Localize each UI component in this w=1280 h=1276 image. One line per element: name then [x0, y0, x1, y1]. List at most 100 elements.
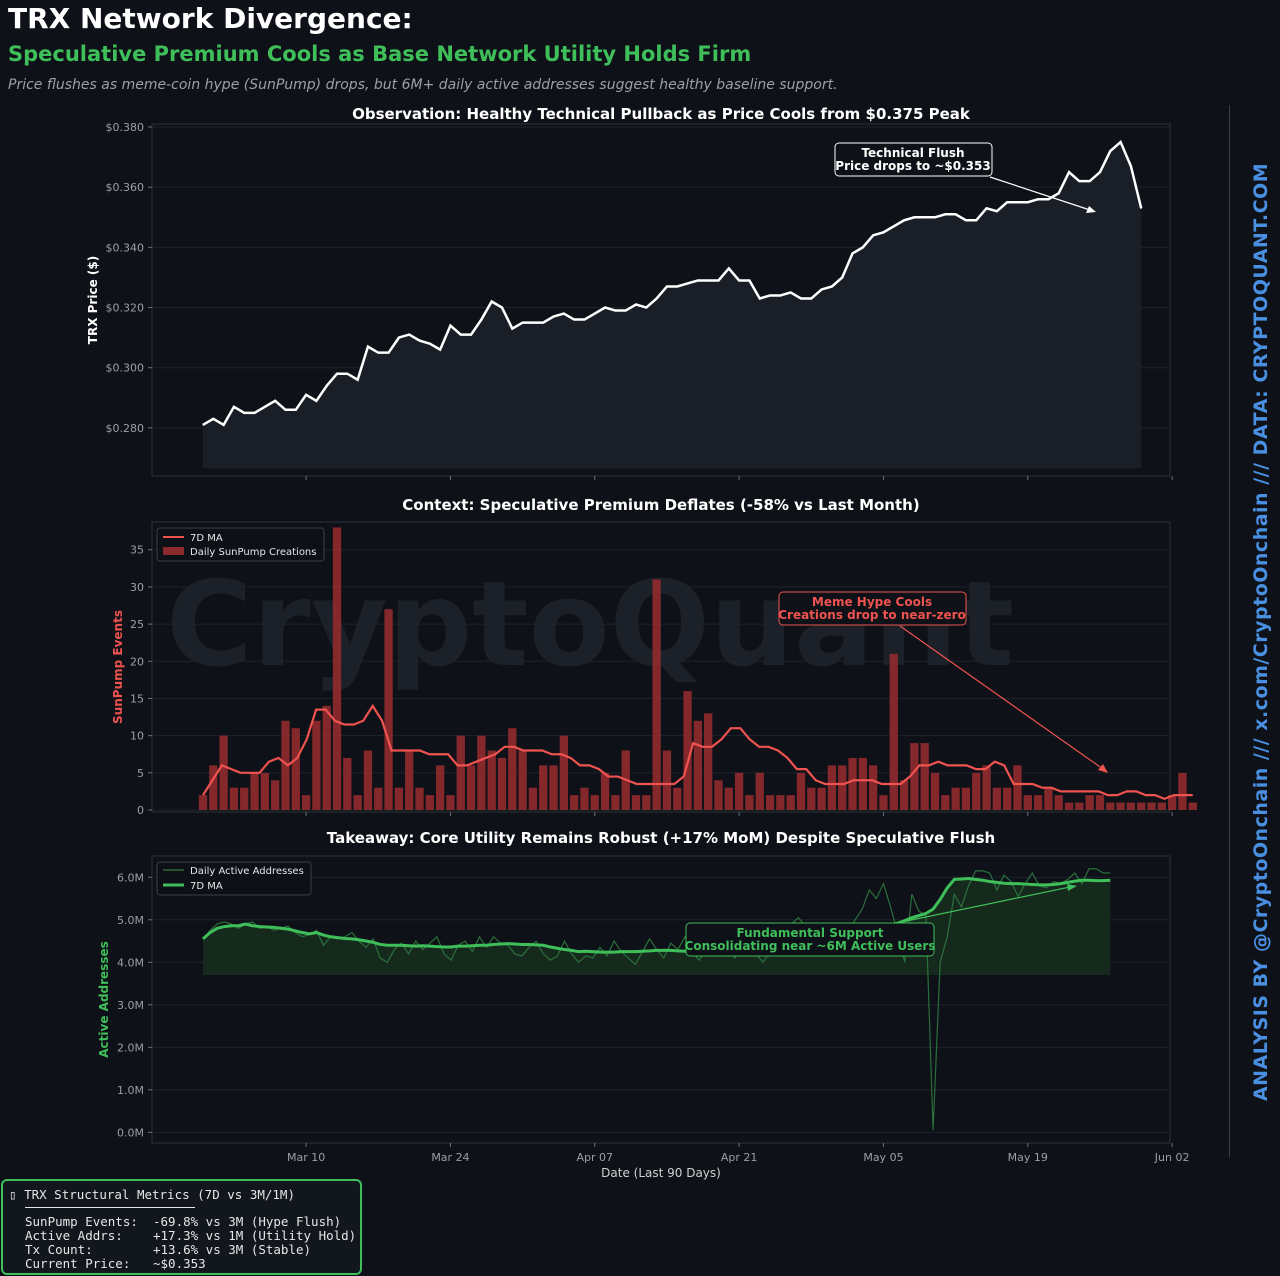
price-point [934, 216, 936, 218]
sunpump-bar [941, 795, 950, 810]
sunpump-bar [817, 787, 826, 810]
sidebar-divider [1229, 105, 1230, 1157]
y-tick-label: $0.280 [106, 422, 145, 435]
sunpump-bar [332, 527, 342, 810]
annotation-text: Consolidating near ~6M Active Users [685, 939, 936, 953]
sunpump-bar [384, 609, 393, 810]
legend-label: 7D MA [190, 881, 223, 892]
x-tick-label: Mar 10 [287, 1151, 325, 1164]
price-point [264, 406, 266, 408]
sunpump-bar [405, 750, 414, 810]
x-tick-label: May 19 [1008, 1151, 1048, 1164]
sunpump-bar [1116, 802, 1125, 810]
x-tick-label: Apr 07 [577, 1151, 614, 1164]
price-point [532, 321, 534, 324]
price-point [800, 297, 802, 300]
sunpump-bar [1157, 802, 1166, 810]
sunpump-bar [1033, 795, 1043, 810]
legend-box [156, 861, 312, 896]
sunpump-bar [807, 787, 816, 810]
y-tick-label: $0.300 [106, 362, 145, 375]
sunpump-bar [879, 795, 888, 810]
sunpump-bar [394, 787, 404, 810]
sunpump-bar [1013, 765, 1022, 810]
price-point [336, 373, 338, 375]
price-point [1109, 150, 1111, 152]
price-point [614, 309, 617, 312]
sunpump-bar [374, 787, 383, 810]
metric-value: +17.3% vs 1M (Utility Hold) [153, 1228, 357, 1243]
price-point [717, 279, 720, 282]
metric-label: Current Price: [25, 1256, 131, 1271]
price-point [821, 288, 823, 291]
y-tick-label: 15 [130, 692, 144, 705]
annotation-arrow [899, 625, 1104, 770]
price-line [202, 139, 1143, 427]
sunpump-bar [1054, 795, 1063, 810]
sunpump-bar [889, 653, 898, 810]
sunpump-bar [910, 743, 919, 810]
price-point [975, 219, 977, 221]
sunpump-bar [920, 743, 929, 810]
sunpump-bar [1106, 802, 1115, 810]
price-point [202, 424, 204, 426]
price-point [563, 312, 565, 315]
price-point [882, 231, 885, 233]
sunpump-bar [662, 750, 672, 810]
price-point [955, 213, 957, 215]
sunpump-bar [673, 787, 682, 810]
sunpump-bar [1137, 802, 1146, 810]
active-area-fill [203, 878, 1111, 976]
price-point [522, 321, 524, 324]
y-tick-label: 1.0M [117, 1084, 144, 1097]
legend-label: 7D MA [190, 533, 223, 544]
y-tick-label: 30 [130, 581, 144, 594]
price-point [625, 309, 627, 312]
sunpump-bar [343, 757, 352, 810]
sunpump-bar [301, 795, 311, 810]
chart-subtitle: Speculative Premium Cools as Base Networ… [8, 42, 752, 66]
price-point [686, 282, 689, 285]
sunpump-bar [1023, 795, 1032, 810]
sunpump-bar [724, 787, 733, 810]
sunpump-bar [1085, 795, 1094, 810]
metric-label: Tx Count: [25, 1242, 93, 1257]
sunpump-bar [745, 795, 754, 810]
sunpump-bar [477, 735, 486, 810]
price-point [738, 279, 740, 282]
y-tick-label: 25 [130, 618, 144, 631]
price-point [542, 321, 544, 324]
metric-label: Active Addrs: [25, 1228, 123, 1243]
price-point [996, 210, 998, 212]
x-axis-label: Date (Last 90 Days) [601, 1166, 721, 1180]
sunpump-bar [1064, 802, 1074, 810]
y-axis-label: TRX Price ($) [86, 256, 100, 344]
annotation-text: Meme Hype Cools [812, 595, 932, 609]
sunpump-bar [487, 750, 496, 810]
annotation-arrowhead [1067, 884, 1077, 891]
y-tick-label: $0.340 [106, 241, 145, 254]
price-point [1016, 201, 1019, 203]
sunpump-bar [435, 765, 445, 810]
price-point [357, 379, 359, 381]
y-tick-label: 3.0M [117, 999, 144, 1012]
sunpump-bar [858, 757, 867, 810]
y-axis-label: Active Addresses [97, 941, 111, 1057]
sunpump-bar [281, 720, 290, 810]
price-point [1058, 192, 1060, 194]
sunpump-bar [570, 795, 579, 810]
annotation-box [685, 922, 935, 957]
sunpump-bar [322, 705, 331, 810]
price-point [387, 352, 390, 354]
y-tick-label: 20 [130, 655, 144, 668]
sunpump-bar [982, 765, 991, 810]
price-point [501, 306, 503, 309]
sunpump-bar [363, 750, 373, 810]
price-point [1140, 207, 1142, 209]
price-point [1078, 180, 1080, 182]
sunpump-bar [209, 765, 218, 810]
y-tick-label: $0.380 [106, 121, 145, 134]
price-point [769, 294, 771, 297]
sunpump-bar [1167, 795, 1177, 810]
y-tick-label: 4.0M [117, 956, 144, 969]
